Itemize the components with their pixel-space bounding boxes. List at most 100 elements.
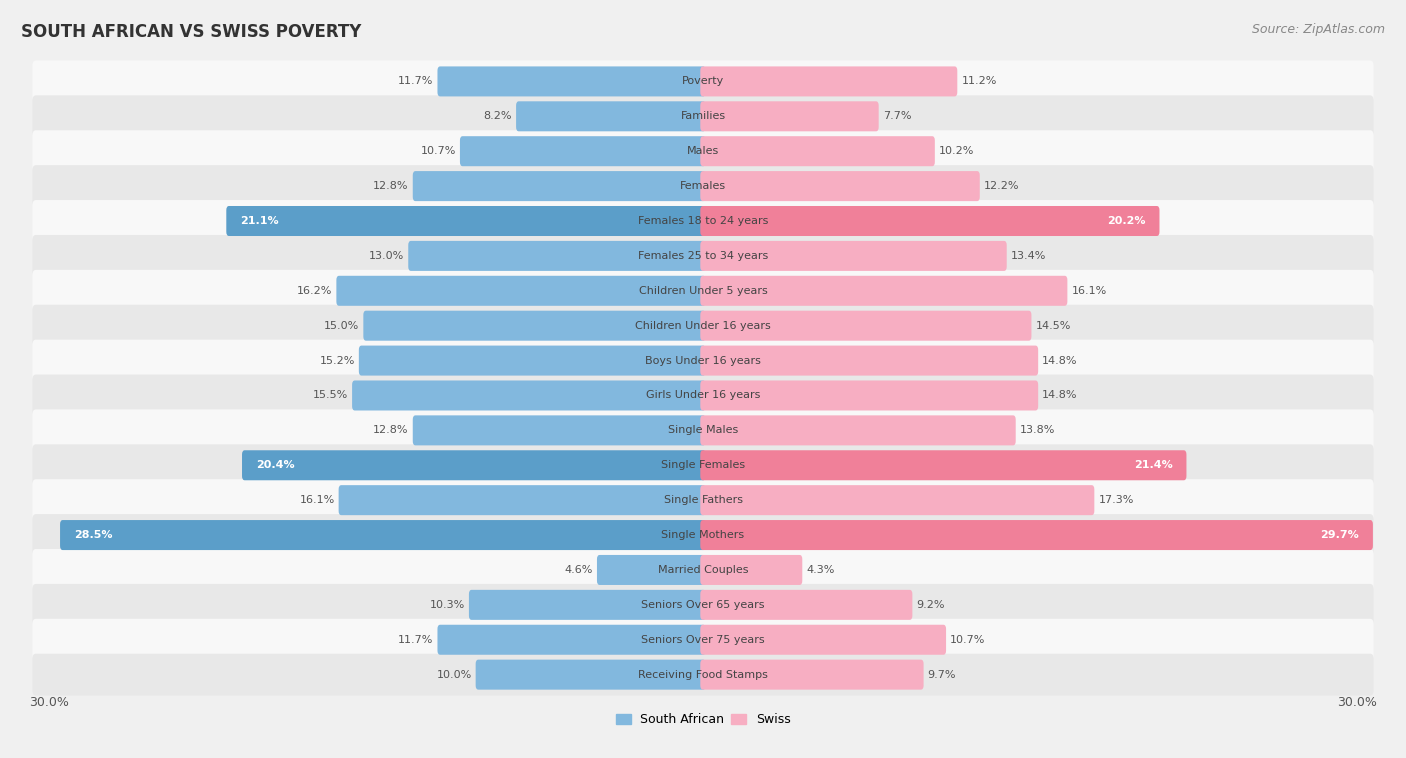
Text: 11.7%: 11.7% — [398, 77, 433, 86]
Text: 29.7%: 29.7% — [1320, 530, 1360, 540]
Text: 4.3%: 4.3% — [806, 565, 835, 575]
FancyBboxPatch shape — [32, 619, 1374, 661]
FancyBboxPatch shape — [437, 67, 706, 96]
Text: 17.3%: 17.3% — [1098, 495, 1133, 505]
Text: Seniors Over 65 years: Seniors Over 65 years — [641, 600, 765, 610]
Text: 30.0%: 30.0% — [1337, 697, 1376, 709]
Text: Receiving Food Stamps: Receiving Food Stamps — [638, 669, 768, 680]
Text: Single Mothers: Single Mothers — [661, 530, 745, 540]
Text: Children Under 5 years: Children Under 5 years — [638, 286, 768, 296]
FancyBboxPatch shape — [460, 136, 706, 166]
FancyBboxPatch shape — [32, 200, 1374, 242]
Text: 10.0%: 10.0% — [436, 669, 471, 680]
FancyBboxPatch shape — [408, 241, 706, 271]
Text: 16.1%: 16.1% — [1071, 286, 1107, 296]
FancyBboxPatch shape — [700, 241, 1007, 271]
FancyBboxPatch shape — [32, 584, 1374, 626]
Text: 12.2%: 12.2% — [984, 181, 1019, 191]
Text: 10.2%: 10.2% — [939, 146, 974, 156]
FancyBboxPatch shape — [32, 61, 1374, 102]
FancyBboxPatch shape — [32, 653, 1374, 696]
Text: 13.8%: 13.8% — [1019, 425, 1054, 435]
Text: 10.3%: 10.3% — [430, 600, 465, 610]
Text: 15.2%: 15.2% — [319, 356, 354, 365]
Text: Males: Males — [688, 146, 718, 156]
FancyBboxPatch shape — [700, 415, 1015, 446]
Text: Females 18 to 24 years: Females 18 to 24 years — [638, 216, 768, 226]
Text: 4.6%: 4.6% — [565, 565, 593, 575]
FancyBboxPatch shape — [700, 590, 912, 620]
FancyBboxPatch shape — [363, 311, 706, 340]
FancyBboxPatch shape — [32, 270, 1374, 312]
FancyBboxPatch shape — [700, 520, 1372, 550]
Text: 21.4%: 21.4% — [1133, 460, 1173, 470]
FancyBboxPatch shape — [352, 381, 706, 411]
FancyBboxPatch shape — [60, 520, 706, 550]
FancyBboxPatch shape — [700, 381, 1038, 411]
FancyBboxPatch shape — [32, 96, 1374, 137]
FancyBboxPatch shape — [242, 450, 706, 481]
FancyBboxPatch shape — [32, 374, 1374, 416]
FancyBboxPatch shape — [470, 590, 706, 620]
Text: Families: Families — [681, 111, 725, 121]
Text: Source: ZipAtlas.com: Source: ZipAtlas.com — [1251, 23, 1385, 36]
FancyBboxPatch shape — [700, 450, 1187, 481]
Text: 20.2%: 20.2% — [1107, 216, 1146, 226]
Text: Seniors Over 75 years: Seniors Over 75 years — [641, 634, 765, 645]
Legend: South African, Swiss: South African, Swiss — [610, 708, 796, 731]
FancyBboxPatch shape — [700, 136, 935, 166]
Text: Females 25 to 34 years: Females 25 to 34 years — [638, 251, 768, 261]
FancyBboxPatch shape — [32, 514, 1374, 556]
Text: 9.2%: 9.2% — [917, 600, 945, 610]
Text: Poverty: Poverty — [682, 77, 724, 86]
Text: 10.7%: 10.7% — [420, 146, 456, 156]
Text: 14.5%: 14.5% — [1035, 321, 1071, 330]
Text: 28.5%: 28.5% — [75, 530, 112, 540]
Text: 13.0%: 13.0% — [368, 251, 404, 261]
Text: Children Under 16 years: Children Under 16 years — [636, 321, 770, 330]
FancyBboxPatch shape — [700, 659, 924, 690]
Text: 16.2%: 16.2% — [297, 286, 332, 296]
Text: 16.1%: 16.1% — [299, 495, 335, 505]
FancyBboxPatch shape — [700, 346, 1038, 375]
Text: 12.8%: 12.8% — [373, 181, 409, 191]
FancyBboxPatch shape — [32, 235, 1374, 277]
FancyBboxPatch shape — [32, 444, 1374, 486]
FancyBboxPatch shape — [700, 67, 957, 96]
Text: 11.2%: 11.2% — [962, 77, 997, 86]
FancyBboxPatch shape — [32, 165, 1374, 207]
FancyBboxPatch shape — [700, 555, 803, 585]
Text: SOUTH AFRICAN VS SWISS POVERTY: SOUTH AFRICAN VS SWISS POVERTY — [21, 23, 361, 41]
FancyBboxPatch shape — [32, 340, 1374, 381]
FancyBboxPatch shape — [700, 485, 1094, 515]
FancyBboxPatch shape — [700, 206, 1160, 236]
Text: 21.1%: 21.1% — [240, 216, 278, 226]
FancyBboxPatch shape — [32, 305, 1374, 346]
Text: 7.7%: 7.7% — [883, 111, 911, 121]
Text: 15.5%: 15.5% — [312, 390, 349, 400]
FancyBboxPatch shape — [475, 659, 706, 690]
Text: Girls Under 16 years: Girls Under 16 years — [645, 390, 761, 400]
FancyBboxPatch shape — [516, 102, 706, 131]
FancyBboxPatch shape — [437, 625, 706, 655]
FancyBboxPatch shape — [413, 171, 706, 201]
Text: 11.7%: 11.7% — [398, 634, 433, 645]
Text: 14.8%: 14.8% — [1042, 356, 1078, 365]
Text: 10.7%: 10.7% — [950, 634, 986, 645]
FancyBboxPatch shape — [700, 311, 1032, 340]
Text: Married Couples: Married Couples — [658, 565, 748, 575]
FancyBboxPatch shape — [339, 485, 706, 515]
Text: 13.4%: 13.4% — [1011, 251, 1046, 261]
FancyBboxPatch shape — [413, 415, 706, 446]
FancyBboxPatch shape — [32, 409, 1374, 451]
FancyBboxPatch shape — [226, 206, 706, 236]
Text: 30.0%: 30.0% — [30, 697, 69, 709]
Text: 15.0%: 15.0% — [323, 321, 360, 330]
FancyBboxPatch shape — [32, 479, 1374, 521]
FancyBboxPatch shape — [700, 276, 1067, 305]
FancyBboxPatch shape — [700, 625, 946, 655]
FancyBboxPatch shape — [700, 102, 879, 131]
FancyBboxPatch shape — [598, 555, 706, 585]
Text: Females: Females — [681, 181, 725, 191]
Text: 20.4%: 20.4% — [256, 460, 295, 470]
